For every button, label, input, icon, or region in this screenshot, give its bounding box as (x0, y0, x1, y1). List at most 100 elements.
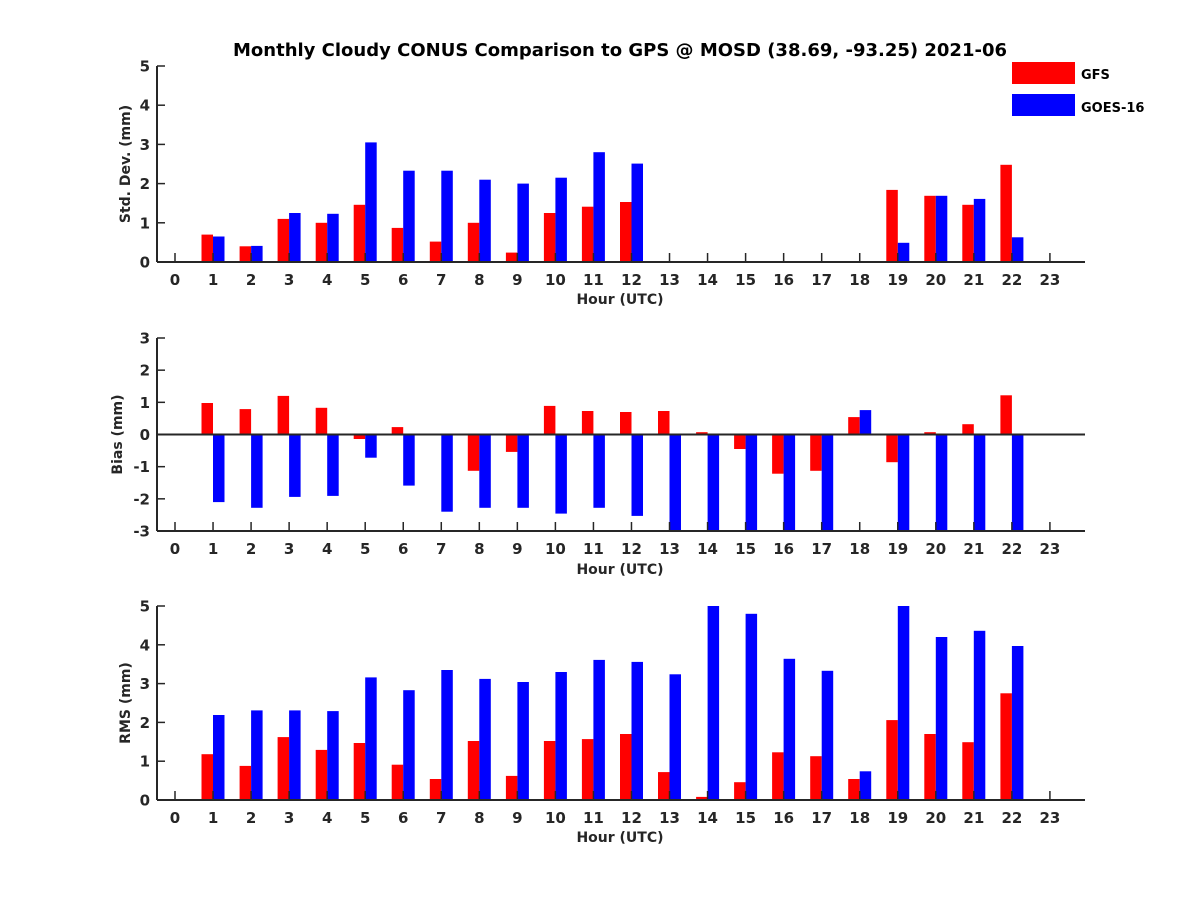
bar-gfs-hour-13 (658, 772, 670, 800)
bar-goes16-hour-19 (897, 242, 910, 262)
bar-goes16-hour-2 (251, 434, 263, 508)
x-tick-label: 9 (512, 540, 522, 558)
bar-gfs-hour-10 (543, 405, 556, 435)
bar-gfs-hour-2 (239, 409, 252, 435)
bar-goes16-hour-16 (783, 434, 796, 531)
bar-goes16-hour-2 (251, 245, 263, 262)
x-tick-label: 21 (963, 809, 984, 827)
y-tick-label: -1 (133, 458, 150, 476)
bar-goes16-hour-22 (1011, 434, 1024, 531)
bar-gfs-hour-11 (581, 411, 594, 435)
bar-gfs-hour-19 (886, 720, 898, 800)
bar-goes16-hour-11 (593, 152, 605, 262)
x-tick-label: 8 (474, 540, 484, 558)
y-tick-label: -3 (133, 523, 150, 541)
y-tick-label: 2 (140, 714, 150, 732)
bar-goes16-hour-12 (631, 163, 643, 262)
x-tick-label: 19 (887, 809, 908, 827)
bar-goes16-hour-20 (935, 195, 948, 262)
bar-gfs-hour-19 (886, 434, 898, 463)
bar-goes16-hour-10 (555, 434, 567, 514)
bar-gfs-hour-9 (505, 434, 518, 452)
x-tick-label: 19 (887, 540, 908, 558)
x-tick-label: 3 (284, 271, 294, 289)
y-tick-label: 1 (140, 214, 150, 232)
x-tick-label: 18 (849, 540, 870, 558)
bar-gfs-hour-21 (962, 204, 974, 262)
x-axis-label: Hour (UTC) (576, 562, 663, 578)
x-axis-label: Hour (UTC) (576, 830, 663, 846)
bar-gfs-hour-12 (620, 734, 632, 800)
x-tick-label: 9 (512, 271, 522, 289)
bar-gfs-hour-6 (391, 764, 404, 800)
x-tick-label: 17 (811, 271, 832, 289)
bar-gfs-hour-3 (277, 395, 290, 435)
bar-goes16-hour-1 (213, 236, 225, 262)
x-tick-label: 12 (621, 540, 642, 558)
bar-goes16-hour-4 (327, 434, 339, 496)
bar-goes16-hour-18 (859, 771, 872, 800)
y-tick-label: 2 (140, 175, 150, 193)
bar-goes16-hour-5 (365, 677, 377, 800)
bar-goes16-hour-20 (935, 434, 948, 531)
bar-gfs-hour-12 (620, 412, 632, 435)
bar-goes16-hour-6 (403, 170, 415, 262)
x-tick-label: 6 (398, 271, 408, 289)
bar-gfs-hour-1 (201, 234, 213, 262)
bar-gfs-hour-22 (1000, 395, 1012, 435)
x-tick-label: 6 (398, 540, 408, 558)
x-tick-label: 7 (436, 809, 446, 827)
bar-goes16-hour-10 (555, 672, 567, 800)
bar-goes16-hour-1 (213, 434, 225, 503)
bar-goes16-hour-11 (593, 434, 605, 508)
x-tick-label: 11 (583, 271, 604, 289)
x-tick-label: 15 (735, 809, 756, 827)
bar-goes16-hour-3 (289, 710, 301, 800)
bar-gfs-hour-19 (886, 189, 898, 262)
bar-goes16-hour-19 (897, 434, 910, 531)
bar-goes16-hour-22 (1011, 237, 1024, 262)
bar-gfs-hour-4 (315, 749, 328, 800)
bar-gfs-hour-3 (277, 737, 290, 800)
y-axis-label: RMS (mm) (118, 662, 134, 744)
x-tick-label: 23 (1039, 271, 1060, 289)
y-tick-label: 4 (140, 636, 150, 654)
bar-goes16-hour-13 (669, 434, 681, 531)
x-tick-label: 14 (697, 809, 718, 827)
legend-swatch-goes16 (1012, 94, 1075, 116)
y-tick-label: 5 (140, 58, 150, 76)
chart-title: Monthly Cloudy CONUS Comparison to GPS @… (233, 40, 1007, 61)
bar-gfs-hour-10 (543, 741, 556, 800)
bar-goes16-hour-6 (403, 690, 415, 800)
x-tick-label: 8 (474, 809, 484, 827)
bar-goes16-hour-8 (479, 678, 491, 800)
bar-gfs-hour-18 (848, 417, 860, 435)
bar-goes16-hour-15 (745, 613, 758, 800)
bar-gfs-hour-20 (924, 432, 936, 435)
bar-goes16-hour-18 (859, 410, 872, 435)
x-tick-label: 22 (1001, 809, 1022, 827)
x-tick-label: 16 (773, 271, 794, 289)
bar-goes16-hour-7 (441, 670, 453, 800)
bar-goes16-hour-3 (289, 434, 301, 497)
bar-goes16-hour-12 (631, 434, 643, 516)
x-tick-label: 2 (246, 540, 256, 558)
bar-goes16-hour-19 (897, 606, 910, 800)
bar-goes16-hour-16 (783, 658, 796, 800)
bar-goes16-hour-11 (593, 659, 605, 800)
bar-goes16-hour-14 (707, 606, 720, 800)
bar-gfs-hour-16 (772, 434, 784, 474)
bar-gfs-hour-14 (696, 432, 708, 435)
bar-gfs-hour-21 (962, 424, 974, 435)
bar-gfs-hour-8 (467, 222, 480, 262)
bar-gfs-hour-6 (391, 427, 404, 435)
bar-goes16-hour-8 (479, 179, 491, 262)
x-tick-label: 21 (963, 271, 984, 289)
bar-gfs-hour-2 (239, 765, 252, 800)
bar-gfs-hour-7 (429, 779, 442, 800)
legend-swatch-gfs (1012, 62, 1075, 84)
bar-gfs-hour-7 (429, 241, 442, 262)
bar-goes16-hour-17 (821, 434, 834, 531)
x-tick-label: 0 (170, 540, 180, 558)
